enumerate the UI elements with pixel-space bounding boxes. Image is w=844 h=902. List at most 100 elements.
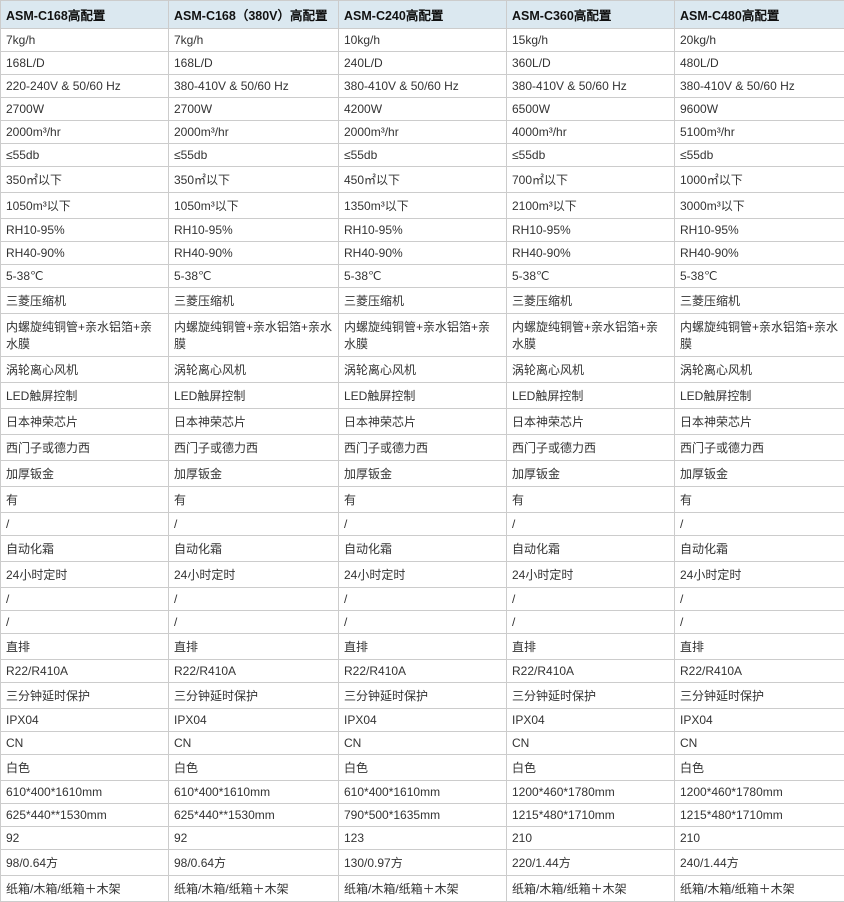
table-cell: 涡轮离心风机	[675, 357, 844, 383]
table-cell: 自动化霜	[339, 536, 507, 562]
table-cell: 10kg/h	[339, 29, 507, 52]
table-cell: 三分钟延时保护	[339, 683, 507, 709]
table-cell: 纸箱/木箱/纸箱＋木架	[507, 876, 675, 902]
table-cell: 210	[507, 827, 675, 850]
table-cell: 日本神荣芯片	[1, 409, 169, 435]
table-cell: R22/R410A	[675, 660, 844, 683]
table-cell: 三菱压缩机	[339, 288, 507, 314]
table-cell: 直排	[1, 634, 169, 660]
table-row: 白色白色白色白色白色	[1, 755, 844, 781]
table-row: 350㎡以下350㎡以下450㎡以下700㎡以下1000㎡以下	[1, 167, 844, 193]
table-cell: /	[169, 513, 339, 536]
table-cell: CN	[675, 732, 844, 755]
table-cell: 1215*480*1710mm	[507, 804, 675, 827]
table-cell: 自动化霜	[1, 536, 169, 562]
table-cell: 白色	[339, 755, 507, 781]
table-cell: 1050m³以下	[1, 193, 169, 219]
table-row: 1050m³以下1050m³以下1350m³以下2100m³以下3000m³以下	[1, 193, 844, 219]
table-cell: 日本神荣芯片	[675, 409, 844, 435]
table-cell: /	[1, 611, 169, 634]
table-cell: /	[675, 588, 844, 611]
table-cell: /	[169, 588, 339, 611]
table-row: 220-240V & 50/60 Hz380-410V & 50/60 Hz38…	[1, 75, 844, 98]
table-cell: 加厚钣金	[339, 461, 507, 487]
table-cell: R22/R410A	[1, 660, 169, 683]
table-row: LED触屏控制LED触屏控制LED触屏控制LED触屏控制LED触屏控制	[1, 383, 844, 409]
table-cell: 1200*460*1780mm	[507, 781, 675, 804]
table-cell: /	[507, 513, 675, 536]
spec-table: ASM-C168高配置 ASM-C168（380V）高配置 ASM-C240高配…	[0, 0, 844, 902]
table-cell: 日本神荣芯片	[169, 409, 339, 435]
table-cell: /	[1, 588, 169, 611]
table-row: 2700W2700W4200W6500W9600W	[1, 98, 844, 121]
table-cell: 纸箱/木箱/纸箱＋木架	[675, 876, 844, 902]
table-cell: 350㎡以下	[1, 167, 169, 193]
table-cell: IPX04	[675, 709, 844, 732]
table-cell: 610*400*1610mm	[1, 781, 169, 804]
table-cell: 直排	[507, 634, 675, 660]
table-cell: 5-38℃	[675, 265, 844, 288]
table-row: /////	[1, 588, 844, 611]
table-cell: 西门子或德力西	[507, 435, 675, 461]
table-cell: LED触屏控制	[675, 383, 844, 409]
column-header: ASM-C168（380V）高配置	[169, 1, 339, 29]
table-cell: 7kg/h	[169, 29, 339, 52]
table-row: CNCNCNCNCN	[1, 732, 844, 755]
table-cell: 三菱压缩机	[169, 288, 339, 314]
table-cell: 98/0.64方	[169, 850, 339, 876]
table-cell: 4000m³/hr	[507, 121, 675, 144]
table-cell: 1050m³以下	[169, 193, 339, 219]
table-cell: 三分钟延时保护	[507, 683, 675, 709]
table-cell: 纸箱/木箱/纸箱＋木架	[339, 876, 507, 902]
table-body: 7kg/h7kg/h10kg/h15kg/h20kg/h168L/D168L/D…	[1, 29, 844, 902]
table-row: 610*400*1610mm610*400*1610mm610*400*1610…	[1, 781, 844, 804]
table-cell: 涡轮离心风机	[507, 357, 675, 383]
table-cell: 内螺旋纯铜管+亲水铝箔+亲水膜	[339, 314, 507, 357]
table-cell: 三分钟延时保护	[169, 683, 339, 709]
table-row: 98/0.64方98/0.64方130/0.97方220/1.44方240/1.…	[1, 850, 844, 876]
table-cell: RH40-90%	[339, 242, 507, 265]
table-cell: 15kg/h	[507, 29, 675, 52]
table-cell: 涡轮离心风机	[339, 357, 507, 383]
table-cell: 西门子或德力西	[339, 435, 507, 461]
table-cell: 2000m³/hr	[169, 121, 339, 144]
table-row: 自动化霜自动化霜自动化霜自动化霜自动化霜	[1, 536, 844, 562]
table-cell: 168L/D	[169, 52, 339, 75]
table-row: 纸箱/木箱/纸箱＋木架纸箱/木箱/纸箱＋木架纸箱/木箱/纸箱＋木架纸箱/木箱/纸…	[1, 876, 844, 902]
table-cell: 白色	[169, 755, 339, 781]
table-cell: LED触屏控制	[1, 383, 169, 409]
table-cell: 240/1.44方	[675, 850, 844, 876]
column-header: ASM-C240高配置	[339, 1, 507, 29]
table-cell: RH10-95%	[675, 219, 844, 242]
table-cell: 2000m³/hr	[339, 121, 507, 144]
table-cell: 240L/D	[339, 52, 507, 75]
table-cell: 98/0.64方	[1, 850, 169, 876]
table-cell: 92	[1, 827, 169, 850]
table-cell: 自动化霜	[169, 536, 339, 562]
table-cell: 加厚钣金	[507, 461, 675, 487]
table-row: 西门子或德力西西门子或德力西西门子或德力西西门子或德力西西门子或德力西	[1, 435, 844, 461]
table-cell: 1215*480*1710mm	[675, 804, 844, 827]
table-row: 9292123210210	[1, 827, 844, 850]
table-cell: 2700W	[169, 98, 339, 121]
table-cell: 210	[675, 827, 844, 850]
table-cell: ≤55db	[339, 144, 507, 167]
table-cell: 直排	[675, 634, 844, 660]
table-cell: ≤55db	[169, 144, 339, 167]
table-row: 三分钟延时保护三分钟延时保护三分钟延时保护三分钟延时保护三分钟延时保护	[1, 683, 844, 709]
table-cell: 2000m³/hr	[1, 121, 169, 144]
table-cell: RH10-95%	[339, 219, 507, 242]
table-cell: 1200*460*1780mm	[675, 781, 844, 804]
table-cell: RH40-90%	[169, 242, 339, 265]
table-row: 内螺旋纯铜管+亲水铝箔+亲水膜内螺旋纯铜管+亲水铝箔+亲水膜内螺旋纯铜管+亲水铝…	[1, 314, 844, 357]
table-cell: 360L/D	[507, 52, 675, 75]
table-cell: 纸箱/木箱/纸箱＋木架	[1, 876, 169, 902]
table-cell: 220/1.44方	[507, 850, 675, 876]
table-cell: 涡轮离心风机	[1, 357, 169, 383]
table-cell: 有	[339, 487, 507, 513]
table-cell: 220-240V & 50/60 Hz	[1, 75, 169, 98]
table-cell: 内螺旋纯铜管+亲水铝箔+亲水膜	[507, 314, 675, 357]
table-cell: 24小时定时	[675, 562, 844, 588]
table-cell: 内螺旋纯铜管+亲水铝箔+亲水膜	[1, 314, 169, 357]
table-row: 7kg/h7kg/h10kg/h15kg/h20kg/h	[1, 29, 844, 52]
